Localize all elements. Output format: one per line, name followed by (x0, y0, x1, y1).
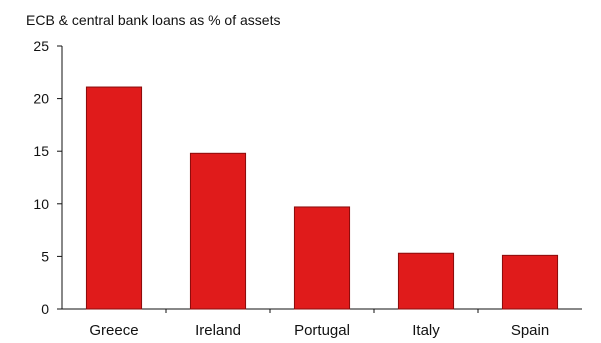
x-tick-label: Portugal (294, 322, 350, 338)
bar-ireland (189, 152, 247, 310)
x-tick-label: Ireland (195, 322, 241, 338)
bar-portugal (293, 206, 351, 310)
x-tick-label: Greece (89, 322, 138, 338)
y-tick-label: 10 (33, 196, 49, 212)
y-tick-label: 5 (41, 248, 49, 264)
x-tick-label: Italy (412, 322, 440, 338)
y-tick-label: 20 (33, 91, 49, 107)
y-tick-label: 25 (33, 38, 49, 54)
x-tick-label: Spain (511, 322, 549, 338)
bar-spain (501, 254, 559, 310)
y-tick-label: 0 (41, 301, 49, 317)
bar-greece (85, 86, 143, 310)
chart-title: ECB & central bank loans as % of assets (26, 12, 281, 28)
bar-italy (397, 252, 455, 310)
y-tick-label: 15 (33, 143, 49, 159)
